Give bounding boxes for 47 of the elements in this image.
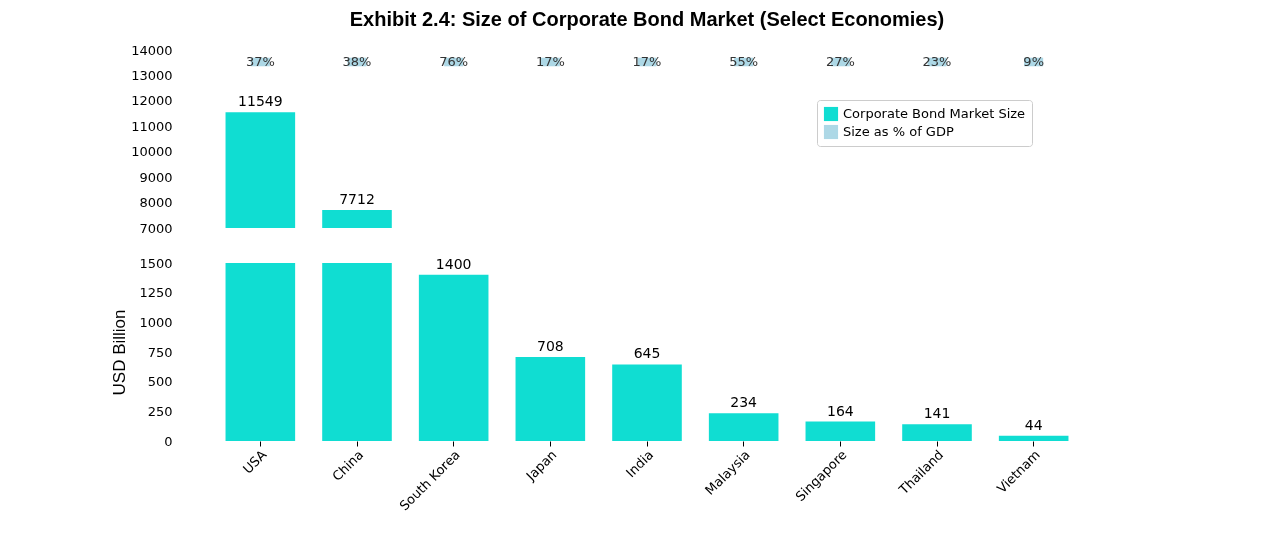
y-tick-label: 14000 bbox=[131, 42, 173, 58]
bar bbox=[322, 263, 392, 441]
bar bbox=[515, 356, 586, 441]
data-label: 11549 bbox=[238, 93, 283, 110]
y-tick-label: 11000 bbox=[131, 118, 173, 134]
legend-label: Size as % of GDP bbox=[843, 124, 954, 139]
data-label: 234 bbox=[730, 394, 758, 411]
y-tick-label: 250 bbox=[147, 403, 173, 419]
annotation: 55% bbox=[729, 54, 759, 69]
data-label: 164 bbox=[826, 402, 854, 419]
y-tick-label: 12000 bbox=[131, 93, 173, 109]
y-tick-label: 1250 bbox=[139, 285, 173, 301]
y-axis-title: USD Billion bbox=[110, 309, 130, 396]
chart-title: Exhibit 2.4: Size of Corporate Bond Market (Select Economies) bbox=[349, 8, 945, 30]
annotation: 76% bbox=[439, 54, 469, 69]
y-tick-label: 750 bbox=[147, 344, 173, 360]
annotation: 38% bbox=[342, 54, 372, 69]
data-label: 708 bbox=[536, 337, 564, 354]
y-tick-label: 9000 bbox=[139, 169, 173, 185]
x-tick-label: USA bbox=[239, 447, 270, 477]
y-tick-label: 1000 bbox=[139, 314, 173, 330]
data-label: 7712 bbox=[339, 190, 375, 207]
bar bbox=[902, 424, 972, 441]
data-label: 645 bbox=[633, 345, 661, 362]
annotation: 23% bbox=[922, 54, 952, 69]
y-tick-label: 1500 bbox=[139, 255, 173, 271]
bar bbox=[708, 413, 779, 441]
annotation: 17% bbox=[632, 54, 662, 69]
data-label: 44 bbox=[1024, 416, 1043, 433]
bar bbox=[418, 274, 489, 441]
annotation: 9% bbox=[1023, 54, 1044, 69]
bar bbox=[612, 364, 682, 441]
y-tick-label: 7000 bbox=[139, 220, 173, 236]
annotation: 27% bbox=[825, 54, 855, 69]
y-tick-label: 13000 bbox=[131, 67, 173, 83]
y-tick-label: 500 bbox=[147, 374, 173, 390]
y-tick-label: 0 bbox=[164, 433, 173, 449]
annotation: 17% bbox=[535, 54, 565, 69]
data-label: 1400 bbox=[435, 255, 472, 272]
y-tick-label: 8000 bbox=[139, 195, 173, 211]
bar bbox=[998, 435, 1069, 441]
data-label: 141 bbox=[923, 405, 951, 422]
bar bbox=[225, 263, 296, 441]
annotation: 37% bbox=[245, 54, 275, 69]
y-tick-label: 10000 bbox=[131, 144, 173, 160]
legend-label: Corporate Bond Market Size bbox=[843, 106, 1026, 121]
bar bbox=[805, 421, 876, 441]
